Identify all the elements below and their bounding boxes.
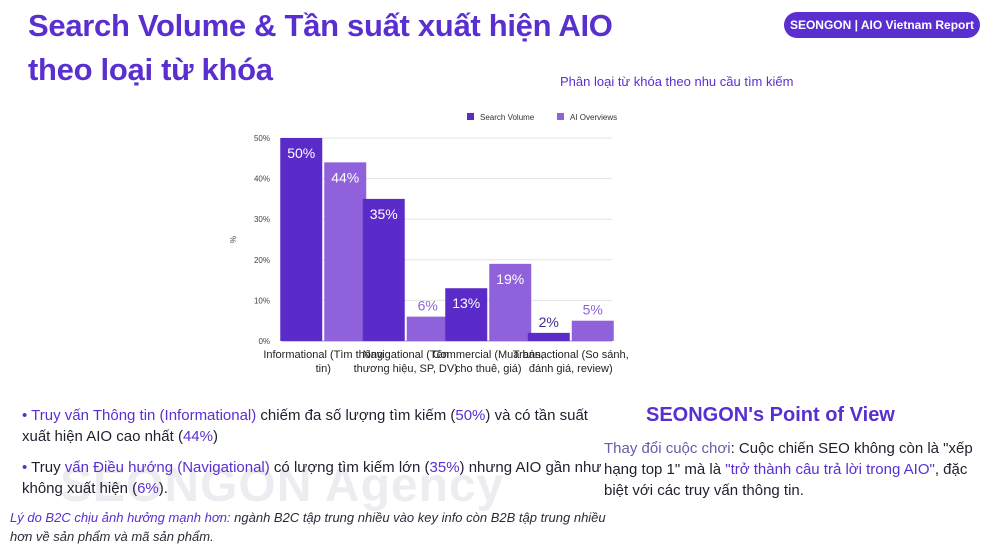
- data-label: 5%: [583, 302, 603, 318]
- y-tick-label: 20%: [254, 256, 270, 265]
- data-label: 50%: [287, 145, 315, 161]
- note-text: ngành B2C tập trung nhiều vào key info c…: [10, 510, 606, 544]
- data-label: 19%: [496, 271, 524, 287]
- bullet-text: chiếm đa số lượng tìm kiếm (: [256, 407, 456, 424]
- bar: [362, 198, 405, 341]
- data-label: 35%: [370, 206, 398, 222]
- insight-bullet-navigational: • Truy vấn Điều hướng (Navigational) có …: [22, 457, 602, 499]
- bullet-dot: •: [22, 407, 32, 424]
- bullet-dot: •: [22, 459, 32, 476]
- y-tick-label: 30%: [254, 215, 270, 224]
- y-tick-label: 10%: [254, 296, 270, 305]
- insight-bullet-informational: • Truy vấn Thông tin (Informational) chi…: [22, 405, 602, 447]
- pov-highlight: "trở thành câu trả lời trong AIO": [725, 461, 935, 478]
- pov-text: : Cuộc chiến SEO không còn là "xếp hạng …: [604, 440, 973, 478]
- x-tick-label: Transactional (So sánh,: [513, 349, 629, 361]
- bullet-text: ) nhưng AIO gần như không xuất hiện (: [22, 459, 602, 497]
- bullet-text: vấn Điều hướng (Navigational): [64, 459, 270, 476]
- bullet-text: ) và có tần suất xuất hiện AIO cao nhất …: [22, 407, 588, 445]
- x-tick-label: Informational (Tìm thông: [263, 349, 383, 361]
- bar: [406, 316, 449, 341]
- legend-label: Search Volume: [480, 113, 535, 122]
- legend-swatch: [557, 113, 564, 120]
- x-tick-label: Commercial (Mua bán,: [433, 349, 544, 361]
- pov-lead: Thay đổi cuộc chơi: [604, 440, 731, 457]
- x-tick-label: Navigational (Tên: [363, 349, 449, 361]
- data-label: 2%: [539, 314, 559, 330]
- bar: [489, 263, 532, 341]
- data-label: 44%: [331, 169, 359, 185]
- bullet-value: 44%: [182, 428, 213, 445]
- bullet-value: 6%: [137, 480, 159, 497]
- y-tick-label: 40%: [254, 175, 270, 184]
- note-lead: Lý do B2C chịu ảnh hưởng mạnh hơn:: [10, 510, 231, 525]
- pov-body: Thay đổi cuộc chơi: Cuộc chiến SEO không…: [604, 438, 984, 501]
- bullet-text: Truy: [31, 459, 65, 476]
- bar: [445, 288, 488, 341]
- y-tick-label: 0%: [258, 337, 270, 346]
- x-tick-label: cho thuê, giá): [455, 363, 522, 375]
- legend-label: AI Overviews: [570, 113, 617, 122]
- bar-chart: 0% 10% 20% 30% 40% 50%% Search Volume AI Overvi…: [229, 113, 629, 375]
- data-label: 13%: [452, 295, 480, 311]
- bar: [324, 162, 367, 341]
- data-label: 6%: [418, 298, 438, 314]
- bar: [280, 138, 323, 341]
- legend-swatch: [467, 113, 474, 120]
- bar: [527, 332, 570, 341]
- bullet-value: 50%: [455, 407, 486, 424]
- x-tick-label: đánh giá, review): [529, 363, 613, 375]
- bullet-text: ).: [158, 480, 168, 497]
- watermark: SEONGON Agency: [60, 459, 505, 512]
- report-badge: SEONGON | AIO Vietnam Report: [784, 12, 980, 38]
- b2c-note: Lý do B2C chịu ảnh hưởng mạnh hơn: ngành…: [10, 508, 610, 546]
- bullet-text: có lượng tìm kiếm lớn (: [269, 459, 430, 476]
- x-tick-label: tin): [316, 363, 331, 375]
- pov-text: , đặc biệt với các truy vấn thông tin.: [604, 461, 968, 499]
- bullet-value: 35%: [429, 459, 460, 476]
- bullet-text: ): [212, 428, 218, 445]
- y-tick-label: 50%: [254, 134, 270, 143]
- y-axis-label: %: [229, 236, 238, 243]
- pov-title: SEONGON's Point of View: [646, 404, 895, 426]
- bullet-text: Truy vấn Thông tin (Informational): [31, 407, 257, 424]
- x-tick-label: thương hiệu, SP, DV): [354, 363, 458, 375]
- page-title: Search Volume & Tần suất xuất hiện AIO t…: [28, 8, 613, 87]
- chart-title: Phân loại từ khóa theo nhu cầu tìm kiếm: [560, 74, 794, 89]
- bar: [571, 320, 614, 341]
